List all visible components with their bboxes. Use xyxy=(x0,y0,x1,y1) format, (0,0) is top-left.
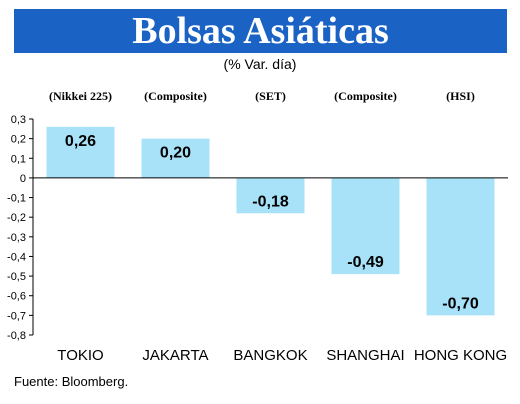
index-label-0: (Nikkei 225) xyxy=(49,89,112,103)
value-label-1: 0,20 xyxy=(160,145,191,162)
y-tick-label-11: -0,8 xyxy=(7,330,26,342)
y-tick-label-3: 0 xyxy=(20,173,26,185)
y-tick-label-6: -0,3 xyxy=(7,232,26,244)
y-tick-label-1: 0,2 xyxy=(11,134,26,146)
y-tick-label-10: -0,7 xyxy=(7,310,26,322)
y-tick-label-8: -0,5 xyxy=(7,271,26,283)
bar-2 xyxy=(236,177,305,214)
value-label-4: -0,70 xyxy=(442,295,479,312)
y-tick-label-9: -0,6 xyxy=(7,291,26,303)
title-band: Bolsas Asiáticas xyxy=(14,9,507,53)
index-label-3: (Composite) xyxy=(334,89,397,103)
index-label-4: (HSI) xyxy=(446,89,475,103)
y-tick-label-4: -0,1 xyxy=(7,193,26,205)
y-tick-label-2: 0,1 xyxy=(11,153,26,165)
source-note: Fuente: Bloomberg. xyxy=(14,374,129,389)
bar-0 xyxy=(46,126,115,178)
y-tick-label-5: -0,2 xyxy=(7,212,26,224)
category-label-0: TOKIO xyxy=(57,347,103,364)
category-label-3: SHANGHAI xyxy=(326,347,404,364)
category-label-4: HONG KONG xyxy=(414,347,507,364)
y-tick-label-7: -0,4 xyxy=(7,251,26,263)
index-label-1: (Composite) xyxy=(144,89,207,103)
bar-4 xyxy=(426,177,495,316)
bar-1 xyxy=(141,138,210,178)
value-label-3: -0,49 xyxy=(347,254,384,271)
chart-subtitle: (% Var. día) xyxy=(223,56,297,72)
index-label-2: (SET) xyxy=(255,89,286,103)
category-label-2: BANGKOK xyxy=(233,347,307,364)
value-label-0: 0,26 xyxy=(65,133,96,150)
value-label-2: -0,18 xyxy=(252,193,289,210)
category-label-1: JAKARTA xyxy=(142,347,208,364)
bar-3 xyxy=(331,177,400,275)
chart-title: Bolsas Asiáticas xyxy=(132,10,389,52)
y-tick-label-0: 0,3 xyxy=(11,114,26,126)
